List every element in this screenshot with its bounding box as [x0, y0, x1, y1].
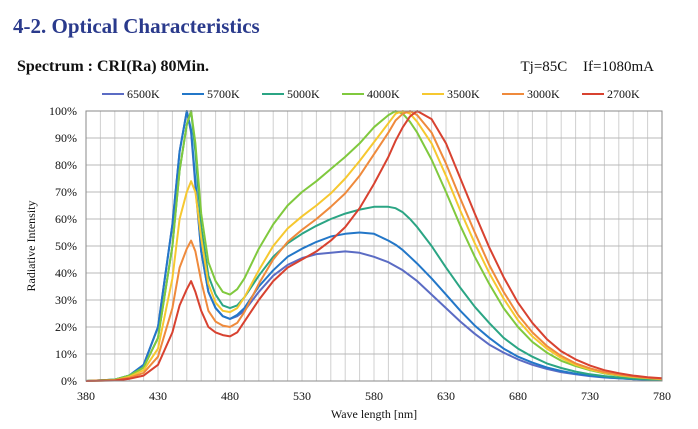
- legend-label-3000K: 3000K: [527, 87, 560, 101]
- forward-current: If=1080mA: [583, 59, 654, 75]
- y-tick-label: 50%: [55, 239, 77, 253]
- legend-label-5700K: 5700K: [207, 87, 240, 101]
- x-tick-label: 530: [293, 389, 311, 403]
- y-tick-label: 60%: [55, 212, 77, 226]
- series-line-3500K: [85, 110, 663, 382]
- legend-label-6500K: 6500K: [127, 87, 160, 101]
- series-line-3000K: [85, 110, 663, 382]
- chart-legend: 6500K 5700K 5000K 4000K 3500K 3000K 2700K: [102, 87, 640, 101]
- x-tick-label: 430: [149, 389, 167, 403]
- legend-label-4000K: 4000K: [367, 87, 400, 101]
- junction-temperature: Tj=85C: [520, 59, 568, 75]
- x-tick-label: 580: [365, 389, 383, 403]
- y-tick-label: 70%: [55, 185, 77, 199]
- x-tick-label: 780: [653, 389, 671, 403]
- chart-series-layer: [85, 110, 663, 382]
- y-tick-label: 40%: [55, 266, 77, 280]
- x-tick-label: 630: [437, 389, 455, 403]
- y-tick-label: 80%: [55, 158, 77, 172]
- x-tick-label: 480: [221, 389, 239, 403]
- legend-label-3500K: 3500K: [447, 87, 480, 101]
- y-tick-label: 30%: [55, 293, 77, 307]
- series-line-5700K: [85, 110, 663, 382]
- x-tick-label: 730: [581, 389, 599, 403]
- x-tick-label: 380: [77, 389, 95, 403]
- legend-label-2700K: 2700K: [607, 87, 640, 101]
- y-tick-label: 0%: [61, 374, 77, 388]
- spectrum-title: Spectrum : CRI(Ra) 80Min.: [17, 58, 209, 75]
- series-line-4000K: [85, 110, 663, 382]
- y-tick-label: 90%: [55, 131, 77, 145]
- test-conditions: Tj=85C If=1080mA: [521, 59, 655, 76]
- y-tick-label: 10%: [55, 347, 77, 361]
- y-tick-label: 20%: [55, 320, 77, 334]
- y-tick-label: 100%: [49, 104, 77, 118]
- section-heading: 4-2. Optical Characteristics: [13, 14, 260, 38]
- x-tick-label: 680: [509, 389, 527, 403]
- x-axis-ticks: 380 430 480 530 580 630 680 730 780: [77, 389, 671, 403]
- y-axis-ticks: 0% 10% 20% 30% 40% 50% 60% 70% 80% 90% 100%: [49, 104, 77, 388]
- y-axis-label: Radiative Intensity: [24, 201, 38, 292]
- series-line-2700K: [85, 110, 663, 382]
- legend-label-5000K: 5000K: [287, 87, 320, 101]
- plot-area-border: [85, 110, 663, 382]
- x-axis-label: Wave length [nm]: [331, 407, 417, 421]
